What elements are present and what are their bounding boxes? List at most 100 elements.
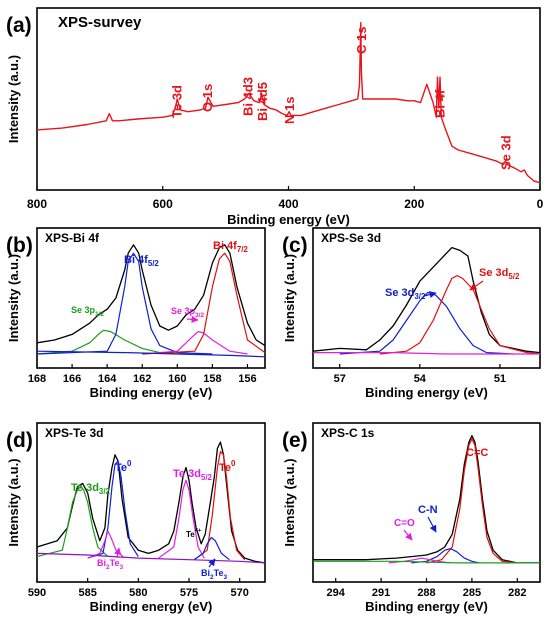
x-tick-label: 600 — [153, 197, 173, 211]
peak-annotation: N 1s — [282, 97, 297, 124]
panel-a: (a) XPS-survey 800 600 400 200 0 Binding energy… — [6, 7, 544, 227]
co-label: C=O — [394, 518, 415, 529]
x-tick-label: 0 — [537, 197, 544, 211]
se3p32-label: Se 3p3/2 — [171, 306, 204, 319]
series-line-se-3p3-2 — [142, 331, 248, 355]
series-group — [36, 441, 266, 564]
peak-annotation: Bi 4f — [432, 89, 447, 118]
series-group — [36, 244, 266, 358]
panel-letter: (b) — [6, 234, 33, 257]
x-tick-label: 580 — [129, 587, 147, 599]
plot-frame — [312, 227, 541, 369]
x-tick-label: 164 — [98, 373, 117, 385]
series-line-te-3d5-2 — [158, 479, 205, 559]
co-arrow — [403, 529, 413, 541]
bi2te3-right-label: Bi2Te3 — [201, 568, 227, 581]
cn-arrow — [427, 516, 437, 533]
plot-frame — [36, 227, 266, 369]
x-tick-label: 158 — [203, 373, 221, 385]
se3p12-label: Se 3p1/2 — [71, 305, 104, 318]
x-tick-label: 156 — [238, 373, 256, 385]
x-tick-label: 585 — [78, 587, 96, 599]
x-axis-label: Binding energy (eV) — [90, 599, 213, 614]
x-axis-label: Binding energy (eV) — [365, 385, 488, 400]
x-tick-label: 800 — [27, 197, 47, 211]
series-line-raw — [312, 246, 541, 354]
peak-annotation: Te 3d — [170, 85, 185, 118]
x-tick-label: 288 — [417, 587, 435, 599]
peak-annotation: C 1s — [354, 27, 369, 54]
x-axis-label: Binding energy (eV) — [227, 212, 350, 227]
se3d32-label: Se 3d3/2 — [385, 287, 426, 301]
x-tick-label: 54 — [414, 373, 427, 385]
te3d52-label: Te 3d5/2 — [173, 468, 213, 482]
se3d52-label: Se 3d5/2 — [479, 267, 520, 281]
bi2te3-left-arrow — [114, 547, 122, 559]
panel-c: (c) XPS-Se 3d 57 54 51 Binding energy (eV) Int… — [282, 227, 541, 400]
series-line-te-3d3-2 — [36, 486, 109, 558]
plot-frame — [36, 422, 266, 583]
se3d52-arrow — [469, 280, 484, 291]
x-tick-label: 285 — [463, 587, 481, 599]
bi2te3-right-arrow — [208, 558, 216, 568]
plot-frame — [312, 422, 541, 583]
x-tick-label: 590 — [28, 587, 46, 599]
x-tick-label: 291 — [372, 587, 390, 599]
x-tick-label: 168 — [28, 373, 46, 385]
se3d32-arrow — [423, 291, 437, 299]
bi2te3-left-label: Bi2Te3 — [97, 558, 123, 571]
te0-left-label: Te0 — [115, 459, 132, 474]
panel-e: (e) XPS-C 1s 294 291 288 285 282 Binding energy… — [282, 422, 541, 614]
x-tick-label: 51 — [494, 373, 506, 385]
x-tick-label: 166 — [63, 373, 81, 385]
series-line-c-c — [426, 438, 518, 564]
cn-label: C-N — [418, 504, 438, 516]
panel-title: XPS-Bi 4f — [45, 231, 100, 245]
bi4f72-label: Bi 4f7/2 — [213, 240, 248, 254]
panel-title: XPS-Se 3d — [321, 231, 381, 245]
x-tick-label: 57 — [334, 373, 346, 385]
series-line-s0 — [36, 21, 541, 184]
bi4f-peak-labels: Bi 4f5/2 Bi 4f7/2 Se 3p1/2 Se 3p3/2 — [71, 240, 248, 323]
peak-annotation: Se 3d — [498, 135, 513, 170]
se3p32-arrow — [186, 315, 199, 323]
survey-annotations: Te 3d O 1s Bi 4d3 Bi 4d5 N 1s C 1s Bi 4f Se 3d — [170, 27, 514, 170]
series-line-baseline — [36, 552, 266, 564]
series-line-te0-3d5-2 — [193, 451, 246, 561]
peak-annotation: Bi 4d3 — [241, 77, 256, 116]
x-tick-label: 282 — [508, 587, 526, 599]
panel-b: (b) XPS-Bi 4f 168 166 164 162 160 158 156 Binding… — [6, 227, 266, 400]
peak-annotation: O 1s — [200, 84, 215, 112]
te3d32-label: Te 3d3/2 — [71, 482, 111, 496]
x-tick-label: 200 — [404, 197, 424, 211]
series-line-bi-4f7-2 — [142, 252, 266, 355]
series-line-baseline — [313, 352, 540, 355]
series-group — [312, 246, 541, 355]
panel-letter: (c) — [282, 234, 308, 257]
x-axis-label: Binding energy (eV) — [365, 599, 488, 614]
bi4f52-label: Bi 4f5/2 — [124, 254, 159, 268]
cc-label: C=C — [466, 447, 488, 459]
series-line-baseline — [36, 350, 266, 358]
panel-letter: (a) — [6, 14, 32, 37]
c1s-peak-labels: C=C C-NC=O — [394, 447, 488, 541]
panel-letter: (d) — [6, 429, 33, 452]
y-axis-label: Intensity (a.u.) — [6, 55, 21, 143]
series-line-se-3d5-2 — [379, 275, 541, 355]
series-group — [36, 21, 541, 184]
x-tick-label: 294 — [327, 587, 346, 599]
te4plus-label: Te4+ — [186, 528, 202, 539]
x-axis-label: Binding energy (eV) — [90, 385, 213, 400]
x-tick-label: 575 — [180, 587, 198, 599]
series-group — [313, 435, 540, 564]
x-tick-label: 162 — [133, 373, 151, 385]
series-line-baseline — [313, 560, 540, 564]
te3d-peak-labels: Te 3d3/2 Te0 Te 3d5/2 Te0 Te4+ Bi2Te3 Bi2Te3 — [71, 459, 236, 581]
se3d-peak-labels: Se 3d3/2 Se 3d5/2 — [385, 267, 520, 301]
panel-title: XPS-survey — [58, 14, 142, 31]
y-axis-label: Intensity (a.u.) — [282, 458, 297, 546]
x-tick-label: 400 — [278, 197, 298, 211]
series-line-raw — [36, 244, 266, 347]
x-tick-label: 160 — [168, 373, 186, 385]
